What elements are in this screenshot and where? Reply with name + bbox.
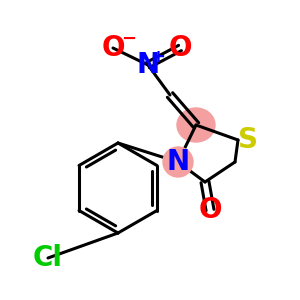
Text: Cl: Cl [33, 244, 63, 272]
Text: S: S [238, 126, 258, 154]
Ellipse shape [177, 108, 215, 142]
Text: O: O [168, 34, 192, 62]
Ellipse shape [163, 147, 193, 177]
Text: −: − [122, 30, 136, 48]
Text: N: N [136, 51, 160, 79]
Text: N: N [167, 148, 190, 176]
Text: O: O [101, 34, 125, 62]
Text: +: + [151, 48, 166, 66]
Text: O: O [198, 196, 222, 224]
